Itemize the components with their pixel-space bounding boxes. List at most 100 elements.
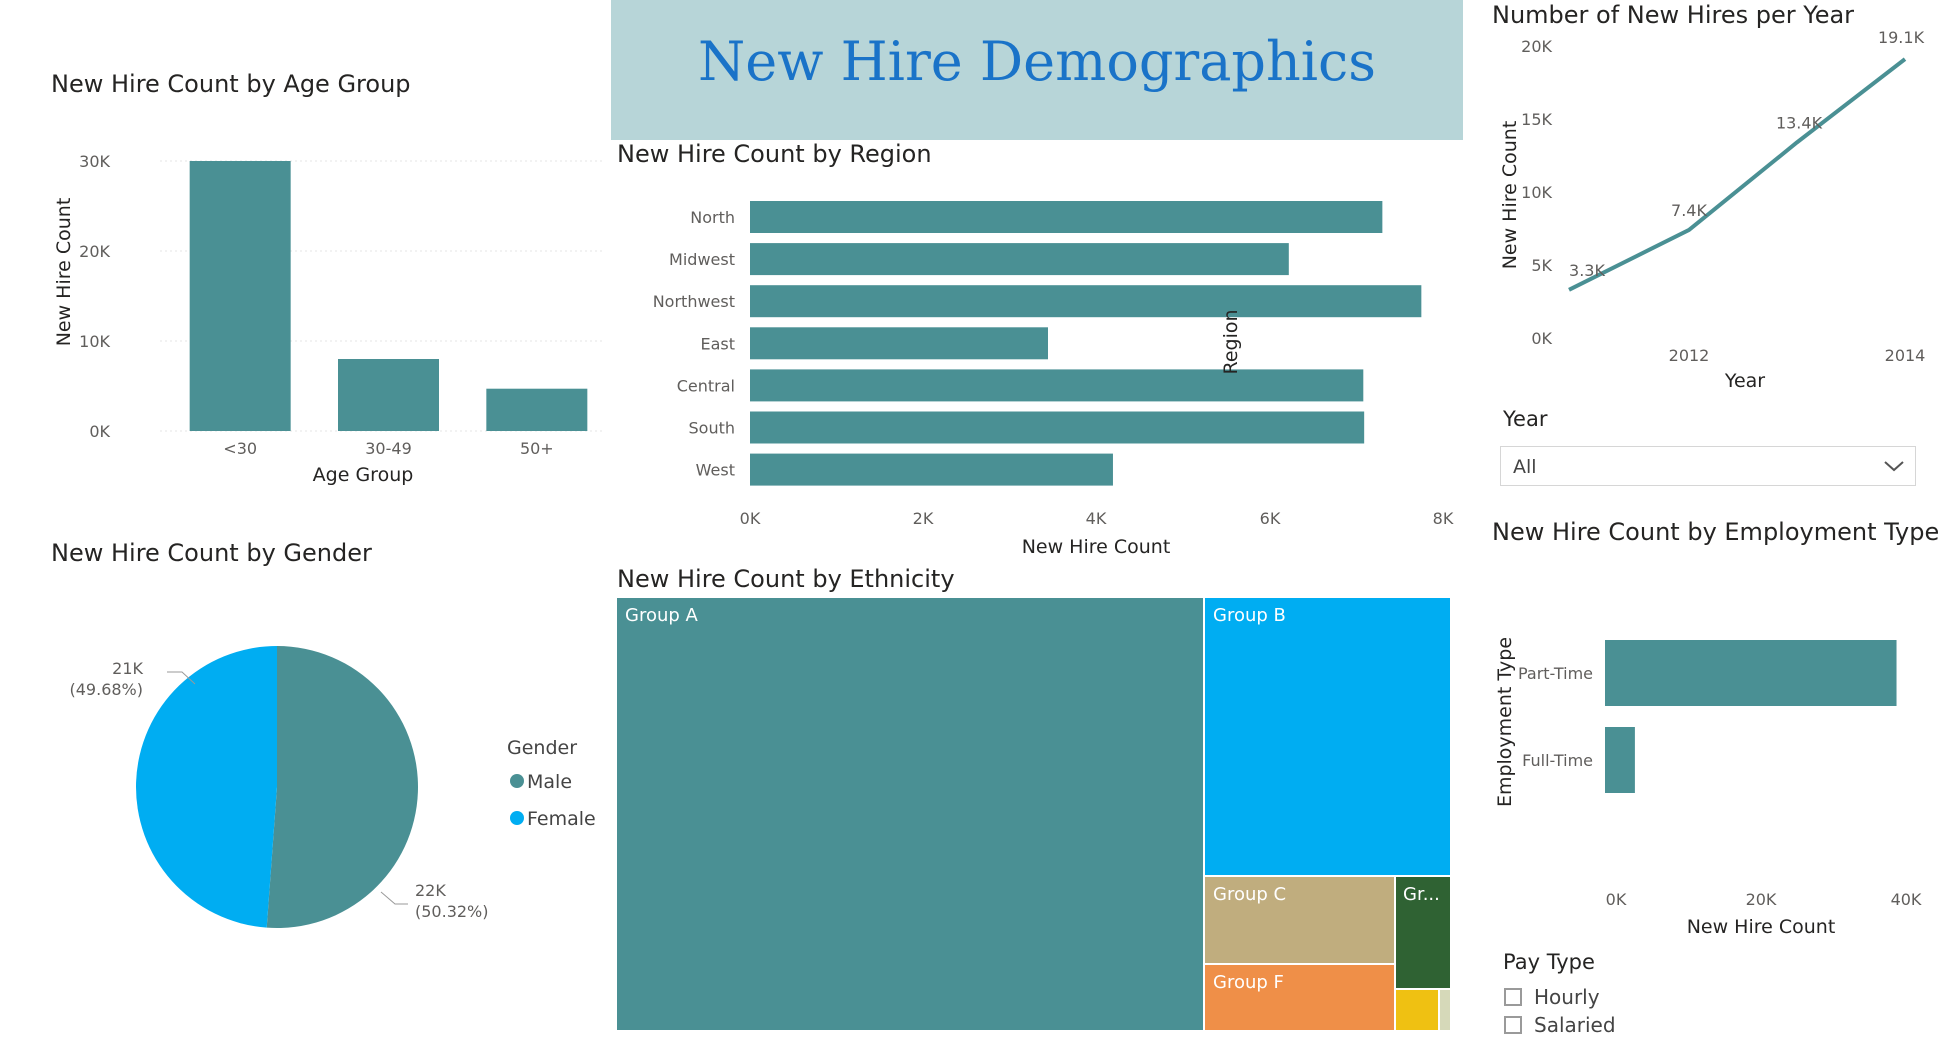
age-tick-10k: 10K [79, 332, 110, 351]
female-count-label: 21K [112, 659, 143, 678]
age-tick-0: 0K [89, 422, 110, 441]
emp-xaxis-title: New Hire Count [1687, 916, 1836, 938]
legend-female-label: Female [527, 808, 596, 830]
treemap-label-group-d: Gr... [1403, 884, 1440, 905]
male-percent-label: (50.32%) [415, 902, 489, 921]
treemap-label-group-b: Group B [1213, 605, 1286, 626]
male-leader-line [380, 891, 408, 905]
salaried-checkbox[interactable] [1504, 1016, 1522, 1034]
year-ytick-20k: 20K [1521, 37, 1552, 56]
gender-chart: 21K (49.68%) 22K (50.32%) Gender Male Fe… [70, 646, 596, 928]
age-chart: <30 30-49 50+ 0K 10K 20K 30K Age Group New… [53, 152, 605, 486]
year-yaxis-title: New Hire Count [1499, 121, 1521, 270]
age-bar-30 [189, 161, 291, 431]
emp-tick-0: 0K [1606, 890, 1627, 909]
emp-bar-part-time [1605, 640, 1897, 706]
hourly-checkbox[interactable] [1504, 988, 1522, 1006]
legend-male-label: Male [527, 771, 572, 793]
employment-chart-title: New Hire Count by Employment Type [1492, 518, 1940, 546]
gender-legend-title: Gender [507, 737, 577, 759]
region-xaxis-title: New Hire Count [1022, 536, 1171, 558]
treemap-small-yellow [1396, 990, 1438, 1030]
employment-chart: Part-Time Full-Time 0K 20K 40K New Hire C… [1494, 637, 1922, 938]
age-category-label: 30-49 [365, 439, 412, 458]
legend-female-dot [510, 811, 524, 825]
age-bar-50 [486, 388, 588, 431]
year-ytick-10k: 10K [1521, 183, 1552, 202]
male-count-label: 22K [415, 881, 446, 900]
dashboard-title: New Hire Demographics [697, 30, 1376, 93]
year-xaxis-title: Year [1724, 370, 1765, 392]
treemap-label-group-f: Group F [1213, 972, 1284, 993]
chevron-down-icon [1883, 457, 1905, 479]
age-chart-title: New Hire Count by Age Group [51, 70, 411, 98]
year-dropdown-value: All [1513, 456, 1537, 478]
region-label-northwest: Northwest [653, 292, 735, 311]
treemap-group-d [1396, 877, 1450, 988]
region-label-west: West [696, 461, 735, 480]
salaried-label: Salaried [1534, 1013, 1616, 1037]
treemap-group-c [1205, 877, 1394, 963]
treemap-group-a [617, 598, 1203, 1030]
region-bar-midwest [750, 243, 1289, 276]
age-tick-20k: 20K [79, 242, 110, 261]
region-bar-west [750, 453, 1113, 486]
year-chart: 3.3K 7.4K 13.4K 19.1K 0K 5K 10K 15K 20K 201… [1499, 30, 1926, 392]
region-bar-north [750, 201, 1383, 233]
region-bar-east [750, 327, 1048, 360]
emp-tick-20k: 20K [1746, 890, 1777, 909]
region-tick-6k: 6K [1260, 509, 1281, 528]
year-xtick-2012: 2012 [1669, 346, 1710, 365]
age-bar-30-49 [338, 359, 439, 431]
region-tick-0: 0K [740, 509, 761, 528]
treemap-group-f [1205, 965, 1394, 1030]
region-yaxis-title: Region [1220, 309, 1242, 374]
female-leader-line [167, 671, 196, 685]
region-tick-8k: 8K [1433, 509, 1454, 528]
ethnicity-chart-title: New Hire Count by Ethnicity [617, 565, 955, 593]
region-label-central: Central [677, 376, 735, 395]
year-data-label-2011: 3.3K [1569, 261, 1605, 280]
emp-yaxis-title: Employment Type [1494, 637, 1516, 807]
region-label-north: North [690, 208, 735, 227]
title-banner: New Hire Demographics [611, 0, 1463, 140]
age-xaxis-title: Age Group [313, 464, 414, 486]
year-chart-title: Number of New Hires per Year [1492, 1, 1855, 29]
region-label-east: East [700, 334, 735, 353]
year-xtick-2014: 2014 [1885, 346, 1926, 365]
year-slicer-label: Year [1503, 407, 1548, 431]
region-bar-central [750, 369, 1364, 402]
treemap-small-light [1440, 990, 1450, 1030]
year-data-label-2013: 13.4K [1776, 113, 1823, 132]
year-ytick-5k: 5K [1531, 256, 1552, 275]
emp-label-full-time: Full-Time [1522, 751, 1593, 770]
treemap-label-group-c: Group C [1213, 884, 1286, 905]
year-ytick-0: 0K [1531, 329, 1552, 348]
age-category-label: <30 [223, 439, 257, 458]
emp-bar-full-time [1605, 727, 1635, 793]
region-tick-2k: 2K [913, 509, 934, 528]
age-category-label: 50+ [520, 439, 554, 458]
pie-slice-male [266, 646, 419, 928]
pay-slicer-label: Pay Type [1503, 950, 1595, 974]
hourly-label: Hourly [1534, 985, 1600, 1009]
region-bar-northwest [750, 285, 1422, 318]
region-chart: North Midwest Northwest East Central South Wes… [653, 201, 1454, 558]
emp-label-part-time: Part-Time [1518, 664, 1593, 683]
region-chart-title: New Hire Count by Region [617, 140, 932, 168]
age-tick-30k: 30K [79, 152, 110, 171]
pie-slice-female [136, 646, 277, 928]
year-ytick-15k: 15K [1521, 110, 1552, 129]
region-label-midwest: Midwest [669, 250, 735, 269]
emp-tick-40k: 40K [1891, 890, 1922, 909]
region-label-south: South [689, 419, 736, 438]
treemap-label-group-a: Group A [625, 605, 699, 626]
year-data-label-2012: 7.4K [1671, 201, 1707, 220]
region-bar-south [750, 411, 1365, 444]
year-series-line [1568, 57, 1907, 292]
year-dropdown[interactable]: All [1500, 446, 1916, 486]
year-data-label-2014: 19.1K [1878, 30, 1925, 47]
legend-male-dot [510, 774, 524, 788]
treemap-group-b [1205, 598, 1450, 875]
ethnicity-treemap: Group A Group B Group C Gr... Group F [617, 598, 1450, 1030]
